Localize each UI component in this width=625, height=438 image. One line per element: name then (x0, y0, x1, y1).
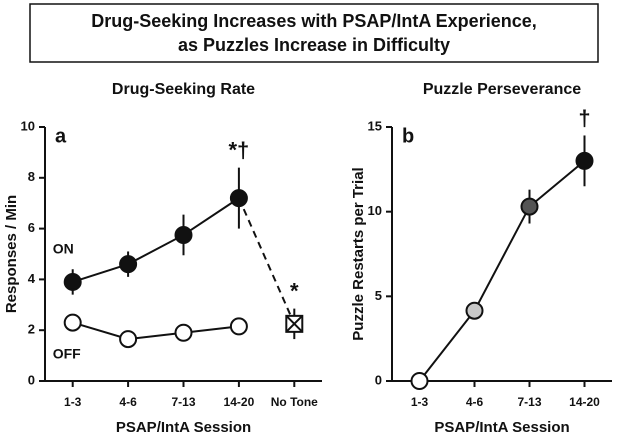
marker (575, 151, 594, 170)
x-tick-label: 4-6 (466, 395, 484, 409)
marker (63, 313, 82, 332)
x-tick-label: 1-3 (411, 395, 429, 409)
y-tick-label: 0 (375, 372, 382, 387)
marker (119, 255, 138, 274)
panel-label: a (55, 125, 67, 147)
x-tick-label: 4-6 (119, 395, 137, 409)
x-tick-label: 1-3 (64, 395, 82, 409)
chart-title: Puzzle Perseverance (423, 81, 581, 98)
series-line (72, 197, 240, 283)
marker (410, 372, 429, 390)
x-tick-label: No Tone (271, 395, 318, 409)
series-label: ON (53, 241, 74, 257)
marker (119, 330, 138, 349)
title-box (29, 3, 599, 63)
marker (520, 197, 539, 216)
marker (174, 225, 193, 244)
marker (174, 323, 193, 342)
y-tick-label: 10 (368, 203, 382, 218)
y-tick-label: 5 (375, 288, 382, 303)
x-axis-label: PSAP/IntA Session (434, 419, 569, 436)
y-axis-label: Puzzle Restarts per Trial (350, 167, 367, 340)
y-tick-label: 4 (28, 271, 36, 286)
figure-title: Drug-Seeking Increases with PSAP/IntA Ex… (91, 11, 536, 31)
y-tick-label: 6 (28, 220, 35, 235)
x-tick-label: 14-20 (224, 395, 255, 409)
dashed-connector (237, 197, 296, 325)
y-tick-label: 15 (368, 118, 382, 133)
annotation: * (290, 278, 299, 303)
y-tick-label: 10 (21, 118, 35, 133)
annotation: *† (229, 137, 250, 162)
x-axis-label: PSAP/IntA Session (116, 419, 251, 436)
x-tick-label: 14-20 (569, 395, 600, 409)
y-tick-label: 8 (28, 169, 35, 184)
y-tick-label: 2 (28, 322, 35, 337)
panel-label: b (402, 125, 414, 147)
annotation: † (578, 105, 590, 130)
figure-title: as Puzzles Increase in Difficulty (178, 35, 450, 55)
marker (63, 272, 82, 291)
y-axis-label: Responses / Min (3, 195, 20, 313)
x-tick-label: 7-13 (517, 395, 541, 409)
series-label: OFF (53, 345, 81, 361)
y-tick-label: 0 (28, 372, 35, 387)
marker (229, 317, 248, 336)
marker-cross (285, 315, 304, 333)
series-line (72, 321, 240, 341)
chart-title: Drug-Seeking Rate (112, 81, 255, 98)
series-line (418, 160, 586, 382)
marker (465, 301, 484, 320)
x-tick-label: 7-13 (171, 395, 195, 409)
